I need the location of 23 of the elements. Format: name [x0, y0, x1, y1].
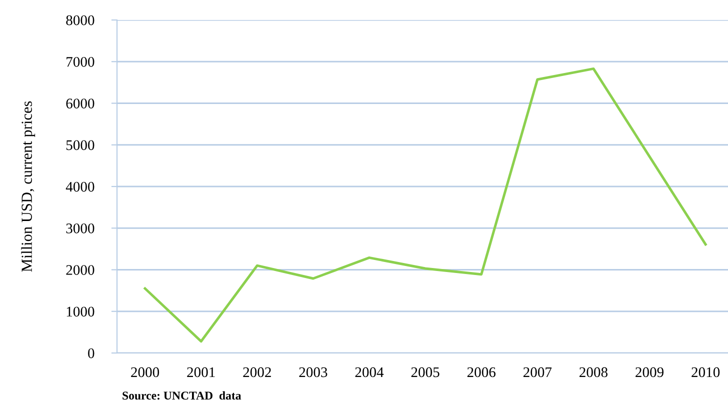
y-tick-label: 1000 [66, 306, 94, 317]
y-tick-label: 6000 [66, 98, 94, 108]
y-tick-label: 5000 [66, 140, 94, 150]
y-tick-label: 8000 [66, 15, 94, 26]
x-tick-label: 2004 [355, 367, 384, 378]
y-tick-label: 0 [88, 348, 94, 358]
x-tick-label: 2010 [692, 367, 720, 378]
source-note: Source: UNCTAD data [122, 391, 242, 400]
x-tick-label: 2001 [187, 367, 215, 378]
x-tick-label: 2006 [467, 367, 496, 378]
y-tick-label: 2000 [66, 265, 94, 275]
x-tick-label: 2005 [411, 367, 440, 378]
y-tick-label: 4000 [66, 182, 94, 192]
x-tick-label: 2003 [299, 367, 328, 378]
line-series [144, 67, 707, 343]
y-axis-title: Million USD, current prices [21, 101, 36, 272]
y-tick-label: 3000 [66, 223, 94, 234]
x-tick-label: 2007 [523, 367, 552, 378]
y-tick-label: 7000 [66, 56, 94, 67]
x-tick-label: 2002 [243, 367, 271, 378]
x-tick-label: 2009 [636, 367, 664, 378]
x-tick-label: 2008 [580, 367, 608, 378]
x-tick-label: 2000 [131, 367, 160, 378]
